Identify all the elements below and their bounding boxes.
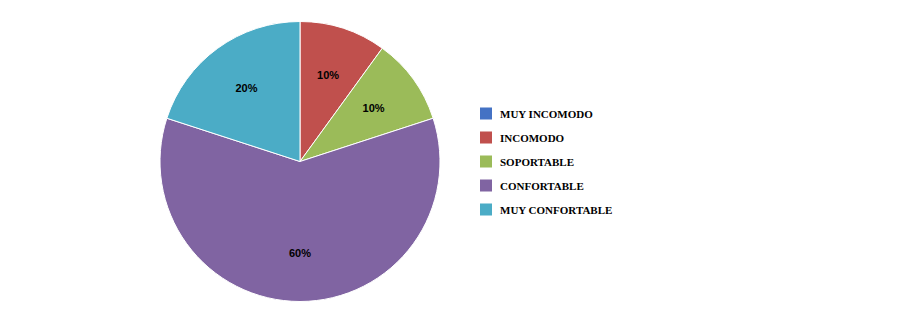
chart-svg: 10% 10% 60% 20% MUY INCOMODO INCOMODO SOPORTAB…	[0, 0, 918, 323]
legend-swatch	[480, 156, 492, 168]
legend-item: CONFORTABLE	[480, 180, 584, 192]
legend: MUY INCOMODO INCOMODO SOPORTABLE CONFORTABL…	[480, 108, 612, 216]
pie-slice	[167, 22, 300, 162]
legend-label: MUY CONFORTABLE	[500, 204, 612, 216]
data-label: 20%	[235, 82, 257, 94]
legend-label: CONFORTABLE	[500, 180, 584, 192]
legend-label: INCOMODO	[500, 132, 565, 144]
data-label: 60%	[289, 247, 311, 259]
legend-label: MUY INCOMODO	[500, 108, 593, 120]
pie	[160, 22, 440, 302]
legend-label: SOPORTABLE	[500, 156, 574, 168]
legend-swatch	[480, 132, 492, 144]
legend-item: MUY CONFORTABLE	[480, 204, 612, 216]
legend-item: INCOMODO	[480, 132, 565, 144]
legend-swatch	[480, 204, 492, 216]
data-label: 10%	[363, 102, 385, 114]
legend-swatch	[480, 108, 492, 120]
legend-swatch	[480, 180, 492, 192]
legend-item: MUY INCOMODO	[480, 108, 593, 120]
data-label: 10%	[317, 69, 339, 81]
legend-item: SOPORTABLE	[480, 156, 574, 168]
data-labels: 10% 10% 60% 20%	[235, 69, 384, 259]
